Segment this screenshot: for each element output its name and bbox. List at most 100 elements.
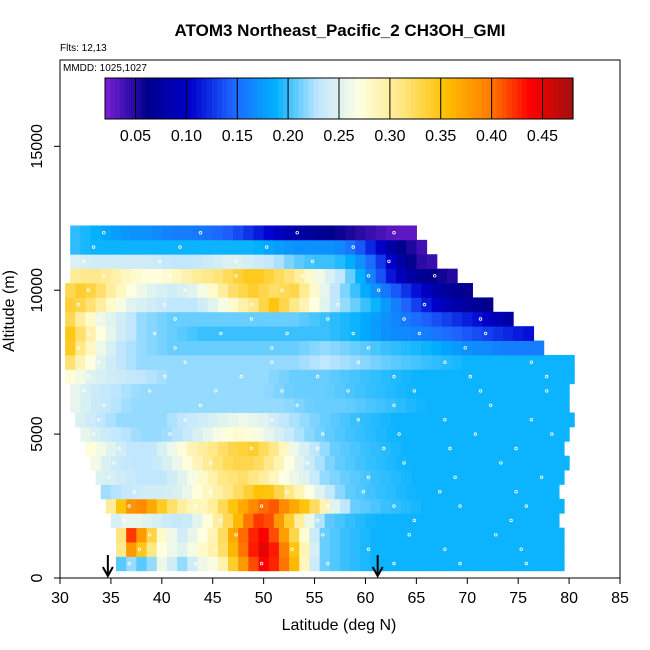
heatmap-cell: [126, 527, 137, 543]
heatmap-cell: [161, 426, 173, 442]
sample-point: [433, 274, 437, 278]
heatmap-cell: [477, 513, 489, 529]
heatmap-cell: [126, 311, 137, 327]
heatmap-cell: [508, 484, 519, 500]
heatmap-cell: [116, 527, 127, 543]
heatmap-cell: [375, 383, 387, 399]
colorbar-segment: [298, 78, 304, 119]
heatmap-cell: [482, 441, 494, 457]
heatmap-cell: [426, 484, 438, 500]
heatmap-cell: [370, 369, 382, 385]
heatmap-cell: [380, 412, 392, 428]
heatmap-cell: [482, 498, 494, 514]
heatmap-cell: [156, 326, 168, 341]
heatmap-cell: [452, 542, 463, 557]
heatmap-cell: [452, 412, 463, 428]
heatmap-cell: [558, 455, 570, 471]
sample-point: [81, 259, 86, 264]
heatmap-cell: [217, 311, 229, 327]
heatmap-cell: [355, 455, 367, 471]
heatmap-cell: [528, 398, 540, 413]
heatmap-cell: [370, 470, 382, 485]
sample-point: [463, 346, 467, 350]
heatmap-cell: [462, 498, 473, 514]
heatmap-cell: [243, 225, 255, 241]
heatmap-cell: [406, 225, 417, 241]
heatmap-cell: [385, 455, 397, 471]
heatmap-cell: [497, 513, 509, 529]
heatmap-cell: [80, 268, 92, 284]
heatmap-cell: [452, 441, 463, 457]
heatmap-cell: [126, 470, 137, 485]
heatmap-cell: [360, 311, 372, 327]
heatmap-cell: [228, 283, 239, 298]
heatmap-cell: [248, 354, 260, 370]
heatmap-cell: [390, 470, 402, 485]
heatmap-cell: [121, 239, 132, 255]
y-axis: 0 5000 10000 15000: [29, 124, 60, 582]
heatmap-cell: [182, 254, 193, 270]
heatmap-cell: [95, 283, 107, 298]
sample-point: [280, 288, 284, 292]
sample-point: [249, 317, 254, 321]
heatmap-cell: [441, 498, 453, 514]
heatmap-cell: [533, 412, 545, 428]
heatmap-cell: [421, 340, 433, 356]
heatmap-cell: [243, 254, 255, 270]
heatmap-cell: [258, 470, 270, 485]
heatmap-cell: [172, 455, 183, 471]
sample-point: [117, 446, 121, 451]
heatmap-cell: [299, 542, 311, 557]
heatmap-cell: [421, 354, 433, 370]
heatmap-cell: [248, 340, 260, 356]
colorbar-segment: [466, 78, 472, 119]
sample-point: [539, 475, 544, 479]
sample-point: [448, 446, 452, 451]
heatmap-cell: [146, 441, 158, 457]
sample-point: [545, 374, 549, 379]
heatmap-cell: [558, 398, 570, 413]
heatmap-cell: [513, 556, 524, 572]
heatmap-cell: [85, 412, 97, 428]
heatmap-cell: [294, 268, 305, 284]
heatmap-cell: [426, 513, 438, 529]
heatmap-cell: [487, 513, 499, 529]
heatmap-cell: [202, 268, 214, 284]
heatmap-cell: [100, 383, 112, 399]
colorbar-segment: [216, 78, 223, 119]
heatmap-cell: [161, 513, 173, 529]
heatmap-cell: [253, 398, 265, 413]
heatmap-cell: [172, 225, 183, 241]
heatmap-cell: [156, 441, 168, 457]
heatmap-cell: [319, 556, 331, 572]
heatmap-cell: [340, 354, 351, 370]
heatmap-cell: [90, 383, 102, 399]
heatmap-cell: [278, 283, 290, 298]
heatmap-cell: [136, 369, 148, 385]
heatmap-cell: [406, 254, 417, 270]
heatmap-cell: [355, 239, 367, 255]
sample-point: [76, 346, 80, 350]
heatmap-cell: [472, 470, 484, 485]
heatmap-cell: [248, 283, 260, 298]
heatmap-cell: [329, 498, 341, 514]
heatmap-cell: [182, 484, 193, 500]
sample-point: [173, 317, 177, 321]
heatmap-cell: [146, 470, 158, 485]
heatmap-cell: [126, 354, 137, 370]
colorbar-segment: [277, 78, 284, 119]
y-tick-label: 10000: [29, 268, 46, 313]
heatmap-cell: [380, 297, 392, 313]
heatmap-cell: [513, 354, 524, 370]
heatmap-cell: [309, 369, 321, 385]
heatmap-cell: [375, 426, 387, 442]
heatmap-cell: [105, 311, 117, 327]
heatmap-cell: [533, 369, 545, 385]
heatmap-cell: [462, 556, 473, 572]
heatmap-cell: [172, 268, 183, 284]
heatmap-cell: [182, 398, 193, 413]
heatmap-cell: [243, 239, 255, 255]
heatmap-cell: [406, 239, 417, 255]
heatmap-cell: [192, 254, 204, 270]
heatmap-cell: [228, 369, 239, 385]
